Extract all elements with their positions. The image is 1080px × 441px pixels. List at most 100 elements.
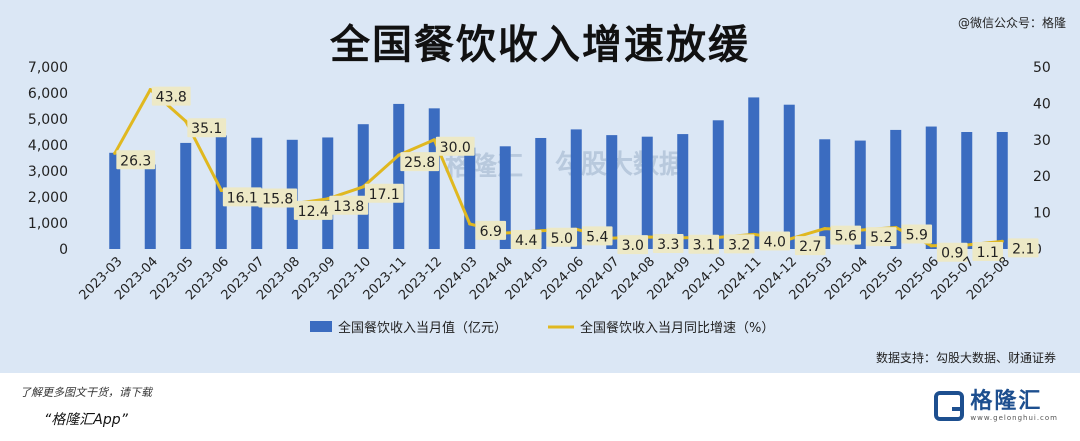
data-label-2024-08: 3.3 — [652, 233, 684, 253]
data-label-2023-05: 35.1 — [187, 118, 227, 138]
bar-2023-06 — [215, 135, 227, 249]
data-label-text: 43.8 — [156, 90, 187, 106]
y-right-tick-label: 40 — [1033, 96, 1051, 112]
data-label-text: 5.0 — [551, 231, 573, 247]
data-label-box — [510, 229, 542, 249]
wechat-watermark: @微信公众号：格隆 — [957, 16, 1066, 30]
app-name[interactable]: “格隆汇App” — [44, 412, 128, 428]
download-note: 了解更多图文干货，请下载 — [20, 386, 152, 399]
data-label-box — [723, 234, 755, 254]
bar-2024-11 — [748, 97, 760, 249]
data-label-2025-05: 5.9 — [901, 224, 933, 244]
data-label-text: 17.1 — [369, 187, 400, 203]
bar-2023-05 — [180, 142, 192, 249]
y-left-tick-label: 3,000 — [28, 164, 68, 180]
legend-line-label: 全国餐饮收入当月同比增速（%） — [580, 320, 774, 336]
data-label-box — [936, 242, 968, 262]
bar-2025-03 — [819, 139, 831, 249]
logo-url: www.gelonghui.com — [970, 414, 1058, 422]
data-label-box — [617, 235, 649, 255]
bar-2024-04 — [499, 146, 511, 249]
data-label-box — [1007, 238, 1039, 258]
data-label-box — [258, 188, 298, 208]
line-point-2023-10 — [361, 185, 365, 189]
data-label-box — [151, 86, 191, 106]
logo-name: 格隆汇 — [970, 389, 1043, 414]
line-point-2023-12 — [432, 138, 436, 142]
data-label-2025-06: 0.9 — [936, 242, 968, 262]
bar-2024-09 — [677, 134, 689, 249]
data-label-text: 35.1 — [191, 121, 222, 137]
data-label-text: 13.8 — [333, 199, 364, 215]
line-point-2023-03 — [113, 151, 117, 155]
data-label-box — [435, 136, 475, 156]
y-left-tick-label: 0 — [59, 242, 68, 258]
bar-2025-04 — [854, 140, 866, 249]
bar-2025-08 — [996, 132, 1008, 249]
bar-2024-03 — [464, 147, 476, 249]
data-label-text: 26.3 — [120, 153, 151, 169]
data-source: 数据支持：勾股大数据、财通证券 — [875, 351, 1056, 365]
data-label-box — [901, 224, 933, 244]
data-label-2023-04: 43.8 — [151, 86, 191, 106]
data-label-text: 15.8 — [262, 191, 293, 207]
data-label-box — [581, 226, 613, 246]
x-axis-labels: 2023-032023-042023-052023-062023-072023-… — [77, 254, 1014, 303]
y-left-tick-label: 5,000 — [28, 112, 68, 128]
data-label-2023-07: 15.8 — [258, 188, 298, 208]
logo-icon — [934, 391, 965, 421]
data-label-2025-04: 5.2 — [865, 227, 897, 247]
data-label-box — [222, 187, 262, 207]
bar-2024-08 — [641, 136, 653, 249]
data-label-2023-10: 17.1 — [364, 183, 404, 203]
data-label-text: 4.0 — [764, 234, 786, 250]
line-point-2024-03 — [468, 222, 472, 226]
bar-2023-03 — [109, 152, 121, 249]
line-point-2023-06 — [219, 188, 223, 192]
legend-bar-label: 全国餐饮收入当月值（亿元） — [338, 320, 507, 336]
bar-2025-06 — [925, 126, 937, 249]
data-labels: 26.3 43.835.1 16.1 15.8 12.4 13.8 17.125.8 30.0… — [116, 86, 1039, 262]
data-label-text: 16.1 — [227, 190, 258, 206]
data-label-text: 25.8 — [404, 155, 435, 171]
data-label-2024-06: 5.4 — [581, 226, 613, 246]
line-point-2025-03 — [823, 227, 827, 231]
data-label-box — [546, 227, 578, 247]
bar-2023-11 — [393, 103, 405, 249]
data-label-2024-12: 2.7 — [794, 236, 826, 256]
data-label-text: 2.1 — [1012, 241, 1034, 257]
data-label-text: 1.1 — [977, 245, 999, 261]
data-label-2023-11: 25.8 — [400, 152, 440, 172]
y-left-tick-label: 1,000 — [28, 216, 68, 232]
data-label-text: 5.2 — [870, 230, 892, 246]
data-label-2023-03: 26.3 — [116, 150, 156, 170]
page-title: 全国餐饮收入增速放缓 — [330, 22, 750, 68]
data-label-2025-07: 1.1 — [972, 241, 1004, 261]
data-label-2024-05: 5.0 — [546, 227, 578, 247]
data-label-box — [329, 195, 369, 215]
y-right-tick-label: 30 — [1033, 133, 1051, 149]
data-label-2023-08: 12.4 — [293, 200, 333, 220]
bar-2024-10 — [712, 120, 724, 249]
data-label-box — [972, 241, 1004, 261]
data-label-2024-11: 4.0 — [759, 231, 791, 251]
data-label-box — [187, 118, 227, 138]
data-label-text: 30.0 — [440, 140, 471, 156]
line-point-2023-11 — [397, 153, 401, 157]
bar-2023-04 — [144, 164, 156, 249]
data-label-text: 2.7 — [799, 239, 821, 255]
bar-2025-07 — [961, 132, 973, 249]
data-label-2024-10: 3.2 — [723, 234, 755, 254]
data-label-2024-04: 4.4 — [510, 229, 542, 249]
legend-bar-swatch — [310, 321, 332, 332]
data-label-text: 12.4 — [298, 204, 329, 220]
bar-2023-12 — [428, 108, 440, 249]
data-label-text: 3.1 — [693, 238, 715, 254]
bar-2024-06 — [570, 129, 582, 249]
data-label-box — [364, 183, 404, 203]
data-label-box — [293, 200, 333, 220]
y-right-tick-label: 50 — [1033, 60, 1051, 76]
y-left-tick-label: 7,000 — [28, 60, 68, 76]
data-label-box — [400, 152, 440, 172]
legend: 全国餐饮收入当月值（亿元） 全国餐饮收入当月同比增速（%） — [310, 320, 774, 336]
